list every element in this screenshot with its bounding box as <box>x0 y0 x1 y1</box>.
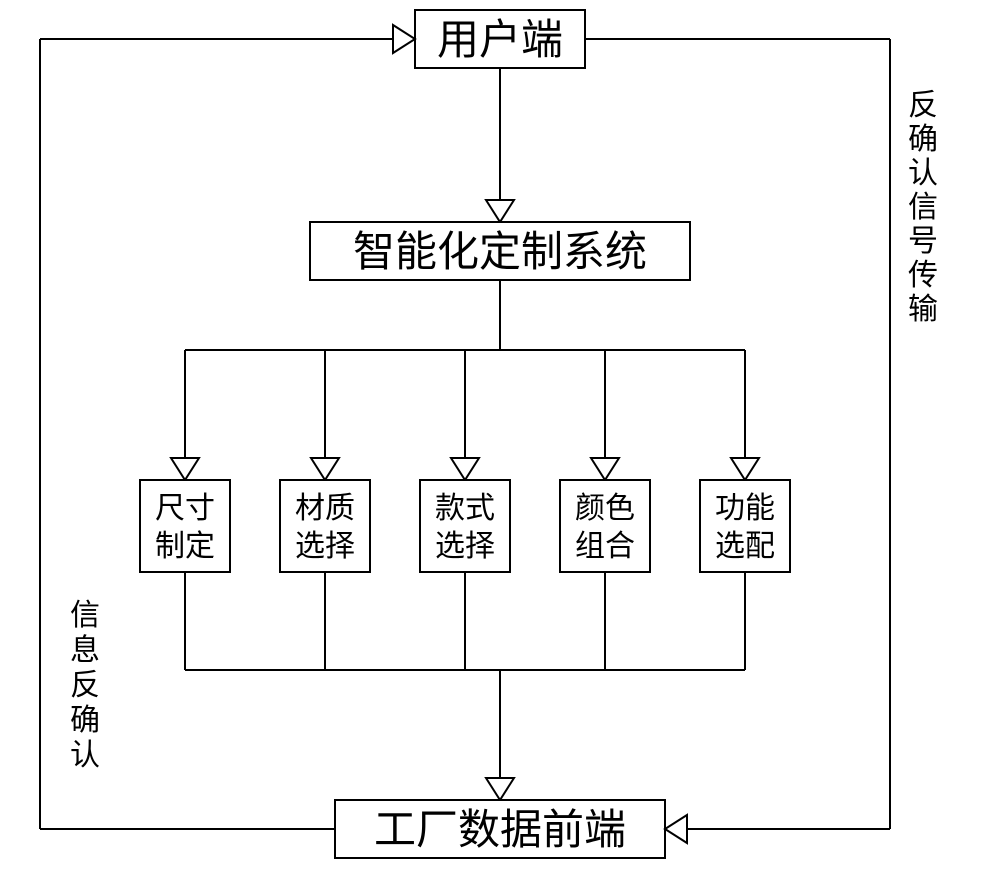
svg-text:反: 反 <box>70 669 100 702</box>
edge-system-fanout <box>171 280 759 480</box>
svg-text:认: 认 <box>908 157 938 190</box>
edge-user-to-system <box>486 68 514 222</box>
svg-text:选配: 选配 <box>715 530 775 563</box>
node-color: 颜色 组合 <box>560 480 650 572</box>
svg-text:功能: 功能 <box>715 492 775 525</box>
svg-text:选择: 选择 <box>295 530 355 563</box>
node-style: 款式 选择 <box>420 480 510 572</box>
svg-text:款式: 款式 <box>435 492 495 525</box>
label-left: 信 息 反 确 认 <box>70 599 100 772</box>
svg-text:组合: 组合 <box>575 530 635 563</box>
node-user-label: 用户端 <box>437 18 563 64</box>
label-right-vertical: 反确认信号传输 <box>908 89 938 326</box>
svg-text:确: 确 <box>70 704 100 737</box>
svg-text:输: 输 <box>908 293 938 326</box>
svg-text:认: 认 <box>70 739 100 772</box>
svg-text:传: 传 <box>908 259 938 292</box>
edge-loop-right <box>585 39 890 843</box>
svg-text:尺寸: 尺寸 <box>155 492 215 525</box>
node-size: 尺寸 制定 <box>140 480 230 572</box>
node-material: 材质 选择 <box>280 480 370 572</box>
node-system-label: 智能化定制系统 <box>353 229 647 276</box>
node-factory-label: 工厂数据前端 <box>374 808 626 854</box>
node-system: 智能化定制系统 <box>310 222 690 280</box>
svg-text:息: 息 <box>70 634 100 667</box>
edge-options-fanin <box>185 572 745 800</box>
svg-text:颜色: 颜色 <box>575 492 635 525</box>
svg-text:材质: 材质 <box>295 492 355 525</box>
node-user: 用户端 <box>415 10 585 68</box>
svg-text:信: 信 <box>70 599 100 632</box>
svg-text:号: 号 <box>908 225 938 258</box>
svg-text:信: 信 <box>908 191 938 224</box>
svg-text:选择: 选择 <box>435 530 495 563</box>
svg-text:制定: 制定 <box>155 530 215 563</box>
svg-text:确: 确 <box>908 123 938 156</box>
node-factory: 工厂数据前端 <box>335 800 665 858</box>
node-func: 功能 选配 <box>700 480 790 572</box>
svg-text:反: 反 <box>908 89 938 122</box>
flowchart-canvas: 用户端 智能化定制系统 尺寸 制定 <box>0 0 1000 883</box>
